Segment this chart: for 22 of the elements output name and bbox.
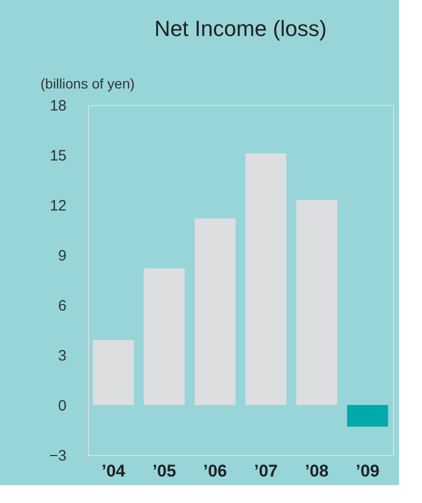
bar [144,268,185,405]
y-tick-label: 9 [58,248,66,264]
y-tick-label: 0 [58,398,66,414]
y-tick-label: −3 [49,448,66,464]
y-tick-label: 6 [58,298,66,314]
y-axis-title: (billions of yen) [40,76,135,92]
y-tick-label: 12 [50,198,66,214]
x-tick-label: ’09 [356,462,380,480]
chart-title: Net Income (loss) [154,16,327,41]
bar [347,405,388,427]
y-tick-label: 3 [58,348,66,364]
x-tick-label: ’05 [152,462,176,480]
x-tick-label: ’06 [203,462,227,480]
bar [92,340,134,405]
bar [296,200,338,405]
y-tick-label: 18 [50,98,66,114]
y-tick-label: 15 [50,148,66,164]
x-tick-label: ’07 [254,462,278,480]
x-tick-label: ’08 [304,462,329,480]
bar [194,218,236,405]
bar [245,153,286,405]
x-tick-label: ’04 [102,462,126,480]
